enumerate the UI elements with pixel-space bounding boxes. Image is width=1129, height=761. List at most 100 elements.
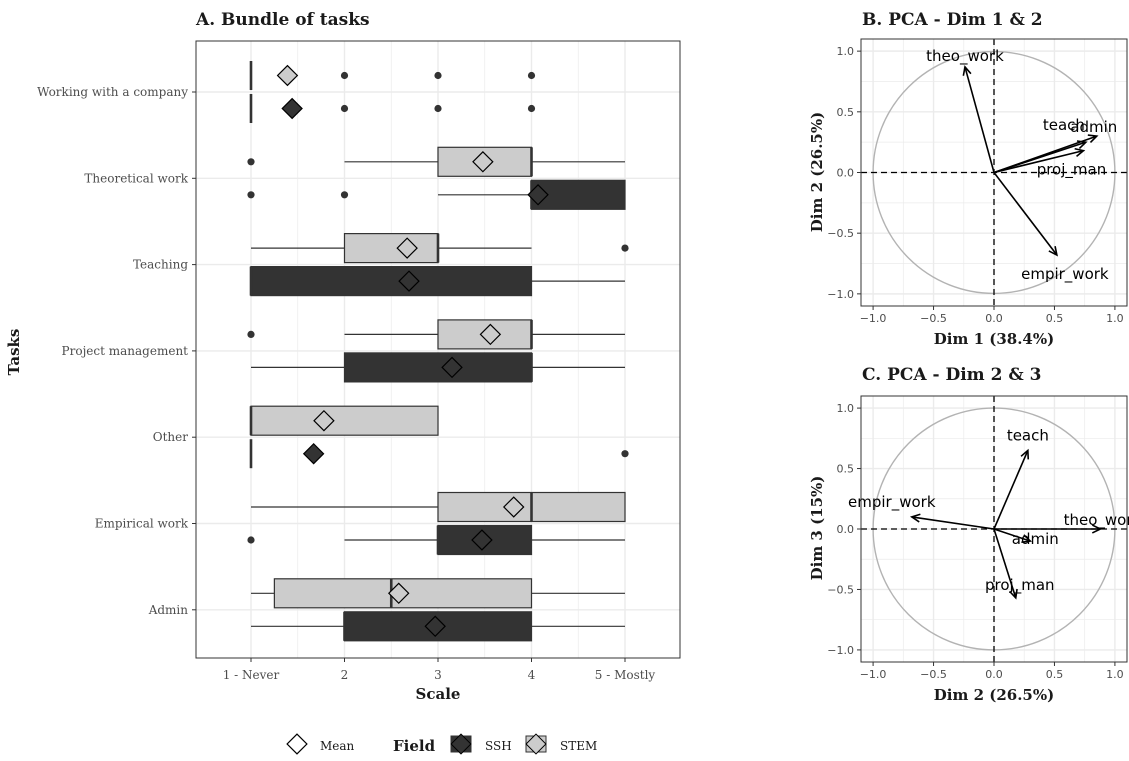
ssh-mean-diamond <box>441 356 463 379</box>
y-tick-label: 0.0 <box>837 523 855 536</box>
x-tick-label: 4 <box>528 668 536 682</box>
vector-label: teach <box>1007 426 1049 444</box>
y-tick-label: Admin <box>148 603 189 617</box>
vector-label: theo_work <box>1064 511 1129 530</box>
ssh-box <box>250 266 533 297</box>
outlier-point <box>247 191 255 199</box>
arrow-head <box>1020 448 1030 460</box>
vector-label: empir_work <box>848 493 936 512</box>
x-tick-label: 1.0 <box>1106 668 1124 681</box>
boxplot-y-ticks: Working with a company Theoretical work Te… <box>37 85 196 617</box>
loading-arrow <box>911 516 995 530</box>
boxplot-ylabel: Tasks <box>5 329 23 376</box>
y-tick-label: Working with a company <box>37 85 188 99</box>
pca-panel-b: B. PCA - Dim 1 & 2 Dim 1 (38.4%) Dim 2 (… <box>808 10 1128 348</box>
arrow-head <box>1009 588 1018 600</box>
boxplot-xlabel: Scale <box>416 685 461 703</box>
stem-mean-diamond <box>479 323 502 346</box>
pca-panel-c: C. PCA - Dim 2 & 3 Dim 2 (26.5%) Dim 3 (… <box>808 365 1129 704</box>
x-tick-label: 0.5 <box>1046 312 1064 325</box>
vector-label: admin <box>1070 118 1117 136</box>
x-tick-label: 0.0 <box>985 312 1003 325</box>
outlier-point <box>247 158 255 166</box>
arrow-head <box>1021 534 1033 544</box>
arrow-head <box>909 513 921 523</box>
ssh-mean-diamond <box>398 270 420 292</box>
stem-box <box>343 233 439 264</box>
y-tick-label: Empirical work <box>95 517 189 531</box>
x-tick-label: 2 <box>341 668 349 682</box>
pca-c-ylabel: Dim 3 (15%) <box>808 476 826 581</box>
legend-stem-label: STEM <box>560 739 597 753</box>
stem-mean-diamond <box>313 409 335 432</box>
y-tick-label: Project management <box>62 344 189 358</box>
vector-label: theo_work <box>926 47 1004 66</box>
vector-label: teach <box>1043 116 1085 134</box>
y-tick-label: 0.5 <box>837 463 855 476</box>
ssh-box <box>343 352 533 383</box>
outlier-point <box>340 104 349 113</box>
boxplot-marks <box>247 61 629 642</box>
loading-arrow <box>993 149 1084 174</box>
y-tick-label: −0.5 <box>827 227 854 240</box>
ssh-mean-diamond <box>302 442 325 465</box>
outlier-point <box>527 104 536 113</box>
arrow-head <box>1087 134 1099 144</box>
pca-b-ylabel: Dim 2 (26.5%) <box>808 112 826 232</box>
arrow-head <box>1091 524 1103 534</box>
x-tick-label: −0.5 <box>920 312 947 325</box>
ssh-mean-diamond <box>424 615 446 638</box>
y-tick-label: 1.0 <box>837 402 855 415</box>
pca-c-title: C. PCA - Dim 2 & 3 <box>862 365 1041 385</box>
outlier-point <box>340 71 349 80</box>
legend-ssh-label: SSH <box>485 739 512 753</box>
y-tick-label: Other <box>153 430 188 444</box>
ssh-mean-diamond <box>471 529 493 551</box>
x-tick-label: 0.5 <box>1046 668 1064 681</box>
y-tick-label: 0.5 <box>837 106 855 119</box>
stem-mean-diamond <box>276 64 299 87</box>
x-tick-label: 0.0 <box>985 668 1003 681</box>
arrow-head <box>1048 246 1058 257</box>
legend-mean-key <box>286 733 308 755</box>
vector-label: proj_man <box>985 576 1055 595</box>
arrow-head <box>962 65 972 76</box>
y-tick-label: −1.0 <box>827 288 854 301</box>
legend-ssh-diamond <box>450 733 472 755</box>
boxplot-panel: A. Bundle of tasks Tasks Scale Working w… <box>5 10 681 703</box>
x-tick-label: 1.0 <box>1106 312 1124 325</box>
stem-mean-diamond <box>396 237 418 259</box>
stem-box <box>250 405 439 436</box>
outlier-point <box>340 191 349 199</box>
loading-arrow <box>993 172 1058 256</box>
loading-arrow <box>964 66 995 173</box>
outlier-point <box>247 536 255 544</box>
vector-label: proj_man <box>1037 161 1107 180</box>
x-tick-label: −0.5 <box>920 668 947 681</box>
stem-mean-diamond <box>472 151 494 173</box>
y-tick-label: Theoretical work <box>84 171 188 185</box>
vector-label: admin <box>1012 530 1059 548</box>
vector-label: empir_work <box>1021 265 1109 284</box>
x-tick-label: 1 - Never <box>223 668 280 682</box>
legend-stem-diamond <box>525 733 547 755</box>
legend-field-title: Field <box>393 737 436 755</box>
y-tick-label: 1.0 <box>837 45 855 58</box>
legend-mean-label: Mean <box>320 739 355 753</box>
y-tick-label: −0.5 <box>827 583 854 596</box>
arrow-head <box>1074 147 1086 157</box>
outlier-point <box>247 330 255 338</box>
outlier-point <box>527 71 536 80</box>
boxplot-title: A. Bundle of tasks <box>195 10 370 30</box>
legend: Mean Field SSH STEM <box>286 733 597 755</box>
loading-arrow <box>993 528 1017 599</box>
boxplot-x-ticks: 1 - Never 2 3 4 5 - Mostly <box>223 658 656 682</box>
stem-mean-diamond <box>502 496 525 518</box>
loading-arrow <box>993 528 1031 542</box>
pca-b-xlabel: Dim 1 (38.4%) <box>934 330 1054 348</box>
boxplot-grid <box>196 41 680 658</box>
x-tick-label: 5 - Mostly <box>595 668 656 682</box>
loading-arrow <box>993 450 1029 530</box>
